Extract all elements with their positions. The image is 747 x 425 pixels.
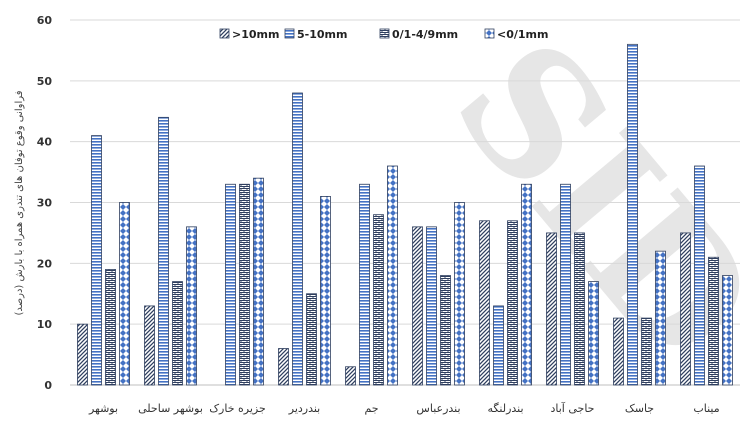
bar: [521, 183, 532, 386]
bar: [641, 317, 652, 386]
legend-label: 0/1-4/9mm: [392, 28, 458, 41]
x-axis-categories: بوشهر بوشهر ساحلی جزیره خارک بندردیر جم بندرع…: [88, 401, 720, 415]
y-axis-ticks: 0 10 20 30 40 50 60: [37, 14, 53, 392]
bar: [345, 366, 356, 386]
y-tick-label: 0: [44, 379, 52, 392]
x-tick-label: میناب: [693, 402, 719, 415]
x-tick-label: جم: [364, 402, 378, 415]
legend-label: <0/1mm: [497, 28, 548, 41]
y-tick-label: 50: [37, 75, 53, 88]
x-tick-label: بندرلنگه: [487, 402, 523, 415]
bar: [225, 183, 236, 386]
legend-label: >10mm: [232, 28, 279, 41]
bar: [722, 275, 733, 386]
bar: [426, 226, 437, 386]
y-tick-label: 30: [37, 197, 53, 210]
bar: [292, 92, 303, 386]
y-tick-label: 20: [37, 257, 53, 270]
bar: [119, 202, 130, 386]
bar: [613, 317, 624, 386]
bars: [77, 43, 733, 386]
bar: [454, 202, 465, 386]
bar: [574, 232, 585, 386]
legend-swatch: [379, 28, 390, 39]
x-tick-label: بوشهر ساحلی: [138, 402, 203, 415]
bar: [655, 250, 666, 386]
bar: [77, 323, 88, 386]
bar: [708, 256, 719, 386]
bar: [387, 165, 398, 386]
x-tick-label: بوشهر: [88, 402, 118, 415]
bar: [239, 183, 250, 386]
legend-swatch: [484, 28, 495, 39]
legend-swatch: [284, 28, 295, 39]
bar: [493, 305, 504, 386]
bar: [253, 177, 264, 386]
y-tick-label: 10: [37, 318, 53, 331]
legend-label: 5-10mm: [297, 28, 347, 41]
bar: [172, 281, 183, 386]
legend: >10mm 5-10mm 0/1-4/9mm <0/1mm: [219, 28, 548, 41]
bar: [158, 116, 169, 386]
y-axis-label: فراوانی وقوع توفان های تندری همراه با با…: [14, 90, 25, 315]
legend-swatch: [219, 28, 230, 39]
bar: [507, 220, 518, 386]
bar: [560, 183, 571, 386]
bar: [278, 348, 289, 386]
bar: [144, 305, 155, 386]
bar: [588, 281, 599, 386]
bar: [373, 214, 384, 386]
bar: [694, 165, 705, 386]
x-tick-label: جاسک: [625, 402, 654, 415]
bar: [186, 226, 197, 386]
bar: [412, 226, 423, 386]
bar: [479, 220, 490, 386]
x-tick-label: بندردیر: [288, 402, 321, 415]
bar: [105, 269, 116, 386]
y-tick-label: 40: [37, 136, 53, 149]
bar: [320, 196, 331, 386]
bar: [359, 183, 370, 386]
bar: [91, 135, 102, 386]
bar: [680, 232, 691, 386]
x-tick-label: جزیره خارک: [209, 402, 266, 415]
y-tick-label: 60: [37, 14, 53, 27]
bar: [627, 43, 638, 386]
bar: [440, 275, 451, 386]
bar: [546, 232, 557, 386]
x-tick-label: حاجی آباد: [551, 401, 595, 415]
bar: [306, 293, 317, 386]
x-tick-label: بندرعباس: [416, 402, 460, 415]
